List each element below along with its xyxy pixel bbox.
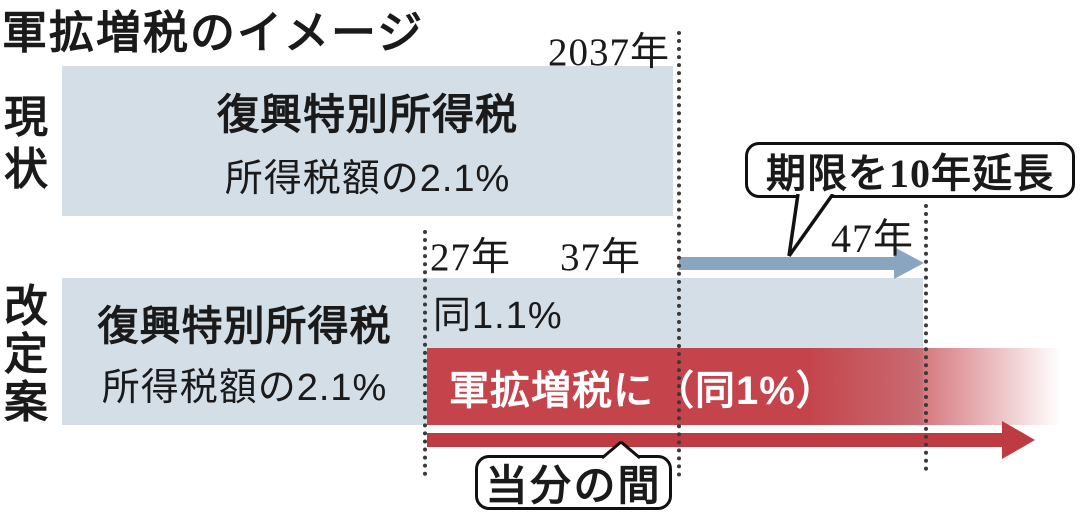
current-tax-box: 復興特別所得税 所得税額の2.1% [62,66,673,216]
extension-arrow-body [679,257,897,270]
extension-arrow-head-icon [894,247,924,279]
year-label-2037: 2037年 [547,31,670,74]
extension-callout: 期限を10年延長 [745,142,1075,198]
year-label-37: 37年 [560,236,642,279]
row-label-revision: 改定案 [4,282,48,427]
timeline-divider-2037 [677,31,681,477]
timeline-divider-2027 [423,230,427,476]
duration-callout: 当分の間 [475,455,672,510]
current-tax-rate: 所得税額の2.1% [224,157,511,200]
year-label-47: 47年 [831,216,914,261]
current-tax-name: 復興特別所得税 [216,90,518,138]
row-label-current: 現状 [4,93,48,194]
military-tax-bar: 軍拡増税に（同1%） [427,348,1080,425]
revision-tax-rate: 所得税額の2.1% [101,367,388,409]
revision-tax-text: 復興特別所得税 所得税額の2.1% [62,292,427,411]
reduced-rate-label: 同1.1% [433,295,563,337]
military-tax-arrow-head-icon [1002,421,1035,459]
revision-tax-name: 復興特別所得税 [97,303,392,349]
duration-callout-label: 当分の間 [485,464,662,510]
timeline-divider-2047 [924,204,928,471]
military-tax-arrow-body [427,433,1004,447]
year-label-27: 27年 [430,236,512,279]
extension-callout-label: 期限を10年延長 [766,151,1054,196]
military-tax-label: 軍拡増税に（同1%） [449,368,837,413]
page-title: 軍拡増税のイメージ [2,7,425,58]
extension-callout-pointer-icon [787,194,835,258]
duration-callout-pointer-icon [601,441,641,459]
